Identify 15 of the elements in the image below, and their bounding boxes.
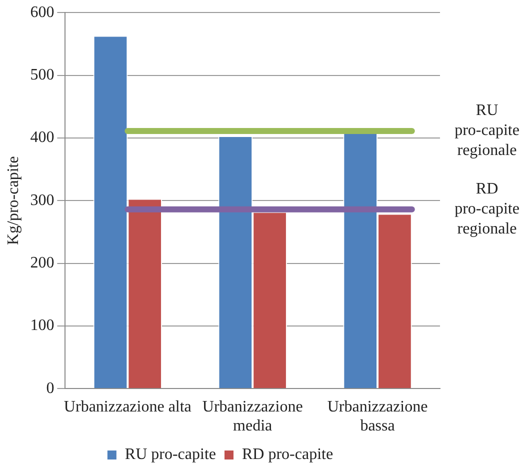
- y-tick-label: 500: [30, 66, 54, 84]
- x-tick-label: Urbanizzazione alta: [64, 398, 192, 416]
- ref-line-label: RU pro-capite regionale: [454, 102, 520, 160]
- x-tick-label: Urbanizzazione media: [202, 398, 303, 435]
- y-tick-label: 300: [30, 192, 54, 209]
- x-tick-label: Urbanizzazione bassa: [327, 398, 428, 435]
- y-tick-label: 200: [30, 254, 54, 272]
- y-tick-label: 600: [30, 4, 54, 21]
- y-axis-title: Kg/pro-capite: [4, 156, 22, 246]
- ref-line-label: RD pro-capite regionale: [454, 180, 520, 238]
- legend-label: RD pro-capite: [242, 446, 334, 464]
- y-tick-label: 0: [46, 380, 54, 397]
- y-tick-label: 100: [30, 317, 54, 334]
- legend-label: RU pro-capite: [124, 446, 216, 464]
- y-tick-label: 400: [30, 129, 54, 146]
